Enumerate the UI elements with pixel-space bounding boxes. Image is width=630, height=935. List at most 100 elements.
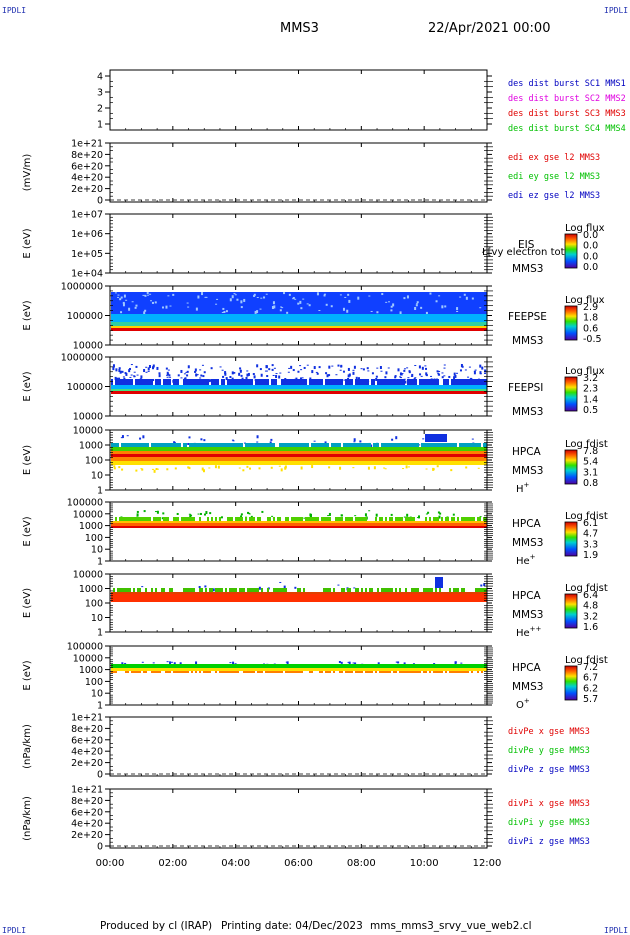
spectrogram-band-blue (193, 379, 195, 385)
spectrogram-band-cyan (219, 314, 221, 322)
spectrogram-band-red (231, 526, 233, 528)
spectrogram-band-orange (399, 457, 401, 461)
spectrogram-speck-blue (202, 375, 204, 377)
spectrogram-band-cyan (423, 314, 425, 322)
spectrogram-band-orange (321, 523, 323, 526)
spectrogram-band-yellow (139, 326, 141, 328)
spectrogram-band-teal (465, 322, 467, 326)
spectrogram-band-blue (397, 292, 399, 314)
spectrogram-band-red (141, 526, 143, 528)
spectrogram-band-cyan (143, 385, 145, 389)
spectrogram-band-teal (115, 322, 117, 326)
spectrogram-band-cyan (147, 385, 149, 389)
spectrogram-band-orange (217, 523, 219, 526)
spectrogram-band-green (281, 389, 283, 391)
spectrogram-band-yellow (117, 521, 119, 523)
spectrogram-band-cyan (333, 314, 335, 322)
spectrogram-band-orange (157, 523, 159, 526)
spectrogram-band-green (429, 517, 431, 521)
spectrogram-band-green (343, 447, 345, 451)
spectrogram-band-red (127, 526, 129, 528)
spectrogram-band-red (415, 526, 417, 528)
spectrogram-band-teal (197, 443, 199, 447)
instrument-label: FEEPSI (508, 382, 543, 394)
spectrogram-band-teal (421, 443, 423, 447)
spectrogram-band-teal (117, 443, 119, 447)
spectrogram-band-red (389, 391, 391, 394)
spectrogram-speck-yellow (478, 468, 480, 469)
spectrogram-band-red (303, 328, 305, 331)
spectrogram-band-blue (355, 292, 357, 314)
spectrogram-band-orange (287, 451, 289, 454)
spectrogram-band-cyan (383, 385, 385, 389)
spectrogram-speck-blue (372, 372, 374, 374)
spectrogram-band-yellow (391, 326, 393, 328)
spacecraft-label: MMS3 (512, 335, 543, 347)
spectrogram-speck-blue (240, 370, 242, 373)
spectrogram-band-green (391, 517, 393, 521)
spectrogram-band-red (151, 526, 153, 528)
spectrogram-band-yellow (195, 461, 197, 465)
spectrogram-speck-blue (325, 372, 327, 374)
instrument-label: HPCA (512, 446, 542, 458)
spectrogram-band-green (477, 517, 479, 521)
spectrogram-band-yellow (129, 326, 131, 328)
spectrogram-band-yellow (189, 326, 191, 328)
spectrogram-band-cyan (357, 314, 359, 322)
spectrogram-band-red (469, 526, 471, 528)
spectrogram-band-yellow (391, 521, 393, 523)
spectrogram-speck-lightblue (222, 312, 224, 313)
spectrogram-band-orange (473, 523, 475, 526)
spectrogram-band-green (185, 389, 187, 391)
spectrogram-band-orange (189, 523, 191, 526)
spectrogram-band-green (345, 517, 347, 521)
spectrogram-band-teal (263, 443, 265, 447)
spectrogram-band-teal (315, 443, 317, 447)
spectrogram-band-orange (437, 457, 439, 461)
spectrogram-band-yellow (447, 461, 449, 465)
spectrogram-speck-lightblue (257, 297, 259, 298)
spectrogram-band-yellow (261, 326, 263, 328)
spectrogram-band-blue (311, 379, 313, 385)
spectrogram-band-orange (211, 523, 213, 526)
colorbar-tick-label: 6.1 (583, 518, 598, 529)
spectrogram-band-green (191, 447, 193, 451)
spectrogram-band-teal (409, 443, 411, 447)
spectrogram-band-red (399, 526, 401, 528)
spectrogram-band-blue (115, 379, 117, 385)
spectrogram-speck-blue (148, 371, 150, 372)
spectrogram-band-blue (435, 379, 437, 385)
spectrogram-band-red (171, 454, 173, 457)
spectrogram-band-red (295, 454, 297, 457)
spectrogram-speck-blue (290, 366, 292, 369)
spectrogram-band-teal (391, 322, 393, 326)
spectrogram-band-cyan (295, 314, 297, 322)
spectrogram-band-green (481, 447, 483, 451)
spectrogram-band-red (473, 454, 475, 457)
spectrogram-band-blue (131, 292, 133, 314)
spectrogram-speck-blue (465, 369, 467, 370)
spectrogram-band-red (327, 391, 329, 394)
spectrogram-band-yellow (351, 521, 353, 523)
spectrogram-band-teal (115, 443, 117, 447)
spectrogram-band-green (203, 389, 205, 391)
spectrogram-band-teal (153, 443, 155, 447)
spectrogram-band-orange (331, 457, 333, 461)
spectrogram-band-green (339, 389, 341, 391)
spectrogram-band-yellow (223, 521, 225, 523)
spectrogram-band-cyan (111, 385, 113, 389)
spectrogram-band-red (337, 526, 339, 528)
spectrogram-band-green (447, 517, 449, 521)
spectrogram-band-orange (329, 523, 331, 526)
spectrogram-band-cyan (291, 314, 293, 322)
spectrogram-band-orange (273, 451, 275, 454)
spectrogram-band-green (311, 447, 313, 451)
spectrogram-band-teal (401, 322, 403, 326)
spectrogram-band-red (115, 391, 117, 394)
spectrogram-band-orange (223, 451, 225, 454)
spectrogram-band-red (359, 391, 361, 394)
spectrogram-band-orange (279, 457, 281, 461)
spectrogram-band-green (241, 588, 243, 592)
spectrogram-band-green (133, 517, 135, 521)
spectrogram-band-green (321, 447, 323, 451)
